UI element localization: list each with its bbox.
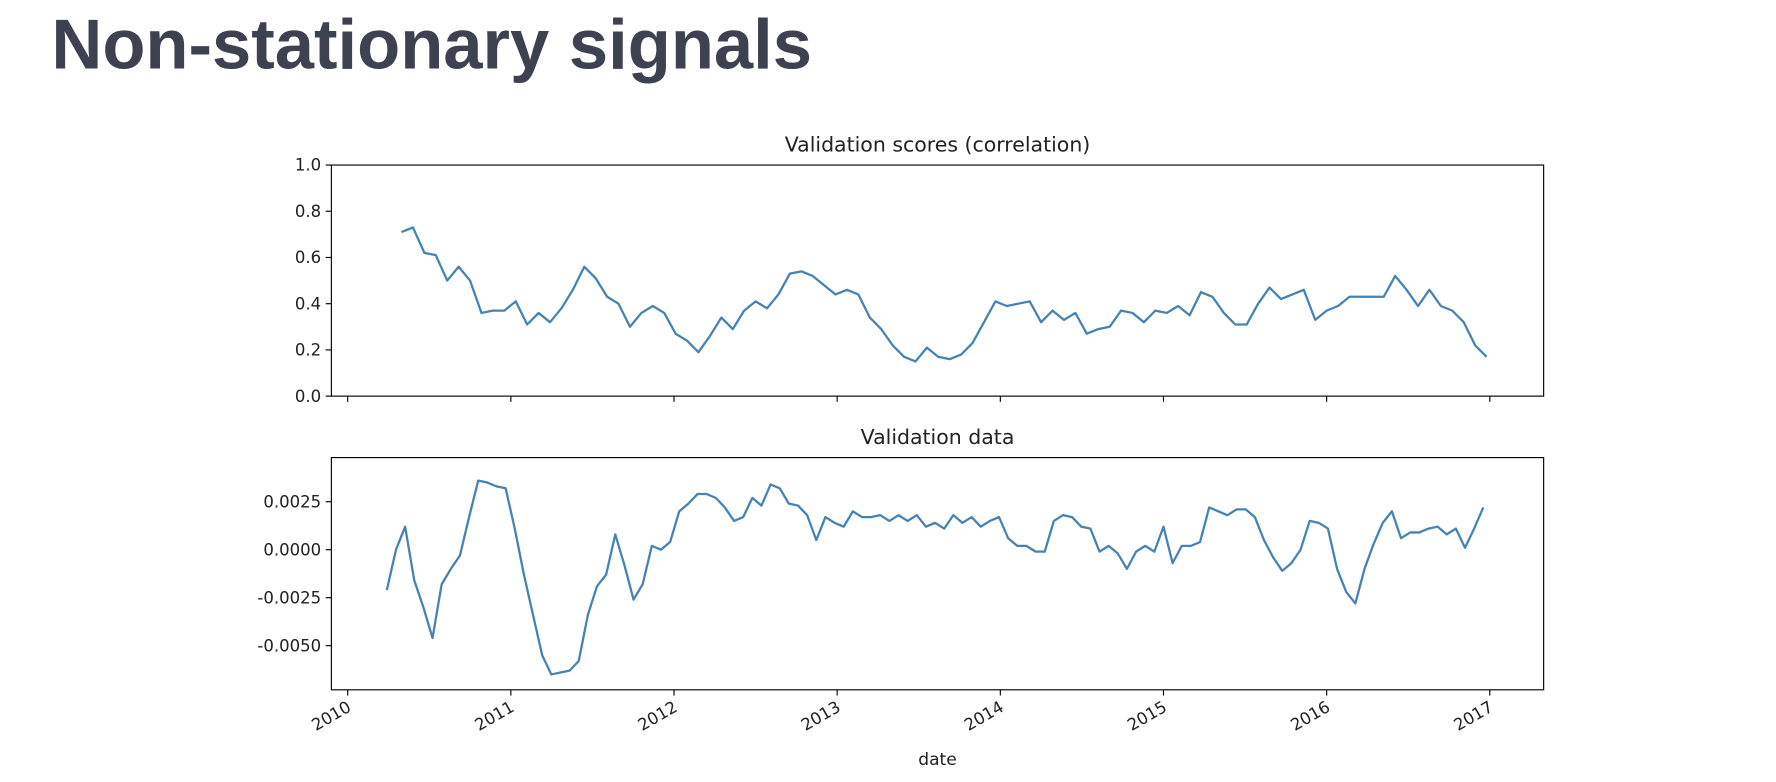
x-tick-label: 2011	[472, 697, 518, 734]
y-tick-label: 0.6	[295, 248, 321, 267]
charts: Validation scores (correlation) 0.0 0.2 0.4…	[257, 132, 1545, 770]
chart-title: Validation data	[861, 425, 1015, 449]
x-tick-label: 2016	[1287, 697, 1333, 734]
chart-title: Validation scores (correlation)	[785, 132, 1091, 156]
slide-title: Non-stationary signals	[51, 4, 812, 83]
x-axis-label: date	[918, 750, 956, 770]
plot-frame	[330, 164, 1545, 397]
y-tick-label: 0.2	[295, 341, 321, 360]
y-tick-label: -0.0050	[257, 636, 321, 655]
x-tick-label: 2010	[308, 697, 354, 734]
data-line	[401, 226, 1488, 363]
plot-frame	[330, 457, 1545, 691]
x-tick-label: 2012	[635, 697, 681, 734]
y-tick-label: 0.8	[295, 202, 321, 221]
data-line	[385, 479, 1485, 676]
y-tick-label: 0.4	[295, 294, 321, 313]
y-tick-label: -0.0025	[257, 588, 321, 607]
y-tick-label: 0.0025	[263, 492, 321, 511]
x-tick-label: 2017	[1450, 697, 1496, 734]
y-tick-label: 0.0000	[263, 540, 321, 559]
x-tick-label: 2015	[1124, 697, 1170, 734]
y-tick-label: 1.0	[295, 156, 321, 175]
x-tick-label: 2013	[798, 697, 844, 734]
y-tick-label: 0.0	[295, 387, 321, 406]
x-tick-label: 2014	[961, 697, 1007, 734]
